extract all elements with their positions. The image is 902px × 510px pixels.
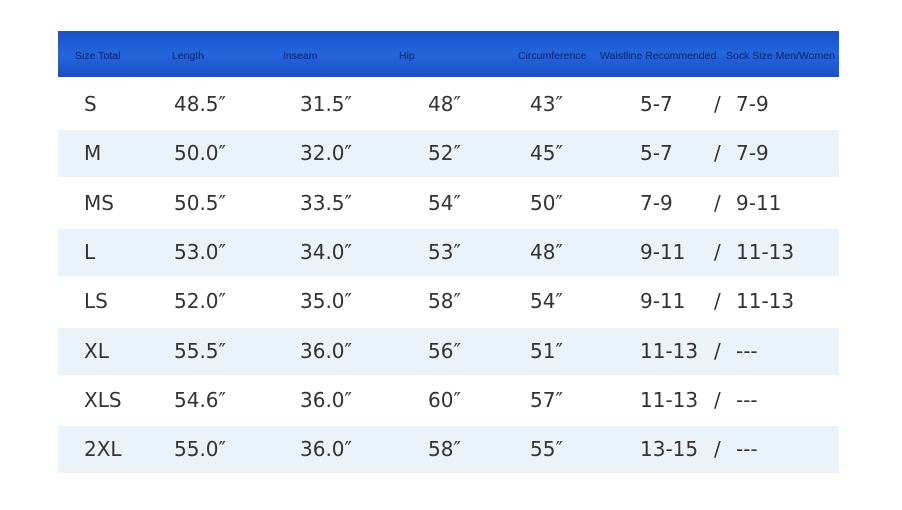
table-cell: 48.5″ xyxy=(174,92,227,116)
table-cell: 54.6″ xyxy=(174,387,227,412)
table-cell: 32.0″ xyxy=(300,141,353,166)
table-cell: 43″ xyxy=(530,92,563,116)
table-row: 2XL 55.0″ 36.0″ 58″ 55″ 13-15 --- / xyxy=(58,426,839,474)
table-cell: 45″ xyxy=(530,141,563,166)
table-cell: MS xyxy=(84,190,114,215)
table-cell: 58″ xyxy=(428,289,461,314)
separator: / xyxy=(714,190,721,215)
table-cell: 36.0″ xyxy=(300,437,353,462)
separator: / xyxy=(714,289,721,314)
table-cell: 2XL xyxy=(84,437,122,462)
table-cell: XLS xyxy=(84,387,122,412)
separator: / xyxy=(714,141,721,166)
table-cell: 5-7 xyxy=(640,92,673,116)
table-cell: 9-11 xyxy=(736,190,782,215)
table-cell: 48″ xyxy=(428,92,461,116)
table-cell: S xyxy=(84,92,97,116)
table-cell: 11-13 xyxy=(736,289,795,314)
table-cell: 9-11 xyxy=(640,289,686,314)
table-cell: LS xyxy=(84,289,108,314)
table-row: M 50.0″ 32.0″ 52″ 45″ 5-7 7-9 / xyxy=(58,130,839,178)
table-cell: 31.5″ xyxy=(300,92,353,116)
separator: / xyxy=(714,239,721,264)
header-cell: Size Total xyxy=(75,50,121,62)
table-cell: 11-13 xyxy=(736,239,795,264)
table-cell: 58″ xyxy=(428,437,461,462)
table-row: XLS 54.6″ 36.0″ 60″ 57″ 11-13 --- / xyxy=(58,377,839,424)
table-row: LS 52.0″ 35.0″ 58″ 54″ 9-11 11-13 / xyxy=(58,278,839,325)
table-cell: 51″ xyxy=(530,338,563,363)
table-cell: 7-9 xyxy=(640,190,673,215)
header-bar xyxy=(58,31,839,77)
table-cell: 55″ xyxy=(530,437,563,462)
table-cell: 52.0″ xyxy=(174,289,227,314)
table-cell: 7-9 xyxy=(736,141,769,166)
table-cell: 11-13 xyxy=(640,387,699,412)
table-cell: 34.0″ xyxy=(300,239,353,264)
table-cell: --- xyxy=(736,437,758,462)
table-cell: 36.0″ xyxy=(300,338,353,363)
table-cell: M xyxy=(84,141,102,166)
table-cell: 5-7 xyxy=(640,141,673,166)
table-cell: 50.5″ xyxy=(174,190,227,215)
separator: / xyxy=(714,387,721,412)
header-cell: Length xyxy=(172,50,205,62)
header-cell: Inseam xyxy=(283,50,318,62)
table-cell: 53″ xyxy=(428,239,461,264)
table-cell: 33.5″ xyxy=(300,190,353,215)
table-row: S 48.5″ 31.5″ 48″ 43″ 5-7 7-9 / xyxy=(58,81,839,128)
table-cell: 9-11 xyxy=(640,239,686,264)
header-cell: Circumference xyxy=(518,50,587,62)
table-cell: 53.0″ xyxy=(174,239,227,264)
table-row: MS 50.5″ 33.5″ 54″ 50″ 7-9 9-11 / xyxy=(58,180,839,227)
table-cell: 50.0″ xyxy=(174,141,227,166)
table-cell: 50″ xyxy=(530,190,563,215)
separator: / xyxy=(714,437,721,462)
header-cell: Waistline Recommended xyxy=(600,50,717,62)
table-cell: 7-9 xyxy=(736,92,769,116)
table-cell: 35.0″ xyxy=(300,289,353,314)
table-cell: 55.0″ xyxy=(174,437,227,462)
table-cell: L xyxy=(84,239,96,264)
table-cell: 54″ xyxy=(530,289,563,314)
header-cell: Hip xyxy=(399,50,415,62)
table-cell: 55.5″ xyxy=(174,338,227,363)
header-cell: Sock Size Men/Women xyxy=(726,50,835,62)
table-row: XL 55.5″ 36.0″ 56″ 51″ 11-13 --- / xyxy=(58,327,839,375)
table-cell: XL xyxy=(84,338,109,363)
table-cell: 11-13 xyxy=(640,338,699,363)
table-cell: 60″ xyxy=(428,387,461,412)
table-cell: 52″ xyxy=(428,141,461,166)
table-cell: --- xyxy=(736,387,758,412)
table-cell: 13-15 xyxy=(640,437,699,462)
table-cell: --- xyxy=(736,338,758,363)
table-cell: 57″ xyxy=(530,387,563,412)
table-cell: 54″ xyxy=(428,190,461,215)
table-row: L 53.0″ 34.0″ 53″ 48″ 9-11 11-13 / xyxy=(58,228,839,276)
table-cell: 56″ xyxy=(428,338,461,363)
table-cell: 48″ xyxy=(530,239,563,264)
table-cell: 36.0″ xyxy=(300,387,353,412)
separator: / xyxy=(714,92,721,116)
separator: / xyxy=(714,338,721,363)
